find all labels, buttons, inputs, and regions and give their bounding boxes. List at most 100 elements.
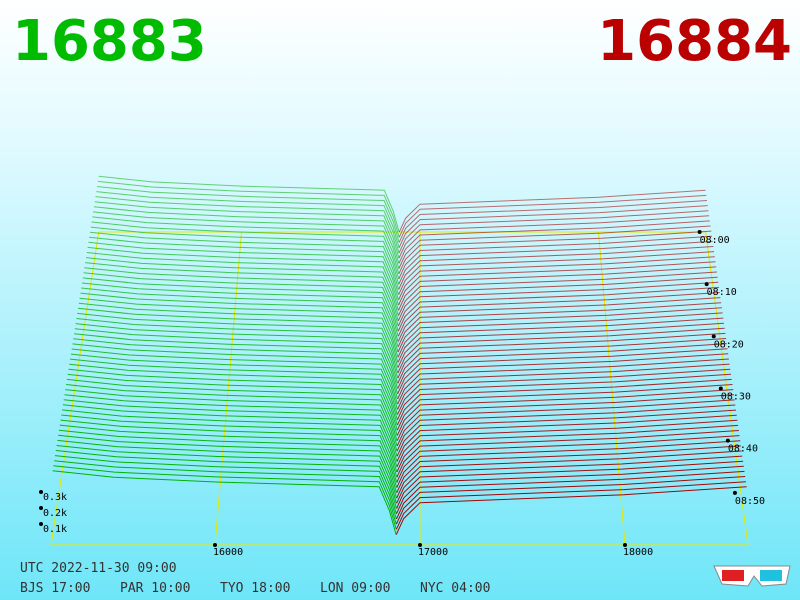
ask-depth-line <box>398 220 710 264</box>
utc-time: UTC 2022-11-30 09:00 <box>20 561 177 576</box>
tick-mark <box>725 438 730 443</box>
bid-depth-line <box>52 470 397 535</box>
ask-depth-line <box>397 292 720 337</box>
ask-depth-line <box>396 394 734 441</box>
ask-depth-line <box>396 424 739 473</box>
timezone-label: PAR 10:00 <box>120 581 190 596</box>
tick-mark <box>39 522 43 526</box>
bid-depth-line <box>77 307 399 368</box>
grid-line <box>214 231 242 546</box>
ask-depth-line <box>398 266 717 311</box>
bid-depth-line <box>85 262 399 321</box>
ask-depth-line <box>398 210 709 254</box>
bid-depth-line <box>93 211 400 269</box>
bid-depth-line <box>53 465 397 530</box>
bid-price: 16883 <box>12 9 207 74</box>
bid-depth-line <box>68 368 398 431</box>
tick-mark <box>732 490 737 495</box>
volume-tick-label: 0.1k <box>43 524 67 535</box>
bid-depth-line <box>76 318 399 379</box>
price-tick-label: 18000 <box>623 547 653 558</box>
ask-depth-line <box>398 225 711 269</box>
bid-depth-line <box>67 373 398 436</box>
ask-depth-line <box>397 353 729 400</box>
ask-depth-line <box>396 378 732 426</box>
bid-depth-line <box>78 302 399 363</box>
ask-depth-line <box>398 189 706 233</box>
ask-depth-line <box>397 332 726 379</box>
bid-depth-line <box>82 277 399 337</box>
ask-depth-line <box>398 235 713 280</box>
ask-depth-line <box>398 271 717 316</box>
ask-depth-line <box>397 281 719 327</box>
bid-depth-line <box>81 287 399 347</box>
tick-mark <box>623 543 627 547</box>
tick-mark <box>418 543 422 547</box>
ask-depth-line <box>397 338 727 384</box>
bid-depth-line <box>63 399 398 462</box>
tick-mark <box>213 543 217 547</box>
bid-depth-line <box>71 348 398 410</box>
bid-depth-line <box>85 257 399 316</box>
ask-depth-line <box>397 312 723 358</box>
timezone-label: LON 09:00 <box>320 581 390 596</box>
bid-depth-line <box>57 439 397 504</box>
bid-depth-line <box>86 252 399 311</box>
bid-depth-line <box>83 272 399 332</box>
ask-depth-line <box>396 409 737 457</box>
time-tick-label: 08:50 <box>735 496 765 507</box>
bid-depth-line <box>89 231 399 290</box>
bid-depth-line <box>91 221 400 280</box>
bid-depth-line <box>58 434 397 499</box>
ask-depth-line <box>396 440 741 488</box>
bid-depth-line <box>70 358 398 420</box>
tick-mark <box>697 230 702 234</box>
ask-depth-line <box>396 445 741 494</box>
tick-mark <box>718 386 723 391</box>
ask-depth-line <box>397 327 725 374</box>
bid-depth-line <box>59 424 398 488</box>
timezone-label: TYO 18:00 <box>220 581 290 596</box>
ask-depth-line <box>397 368 731 415</box>
time-tick-label: 08:10 <box>707 287 737 298</box>
bid-depth-line <box>95 196 400 254</box>
time-tick-label: 08:40 <box>728 444 758 455</box>
bid-depth-line <box>81 282 399 342</box>
ask-depth-line <box>396 404 736 452</box>
ask-depth-line <box>397 348 728 394</box>
time-tick-label: 08:00 <box>700 235 730 246</box>
ask-depth-line <box>397 297 721 342</box>
bid-depth-line <box>56 445 397 509</box>
bid-depth-line <box>94 201 400 259</box>
bid-depth-line <box>54 455 397 520</box>
ask-depth-line <box>397 302 722 348</box>
ask-depth-line <box>397 317 724 363</box>
bid-depth-line <box>96 191 400 248</box>
bid-depth-line <box>75 323 399 384</box>
bid-depth-line <box>65 389 398 452</box>
tick-mark <box>39 490 43 494</box>
ask-depth-line <box>397 307 722 353</box>
bid-depth-line <box>55 450 397 514</box>
ask-depth-line <box>396 430 739 478</box>
ask-depth-line <box>396 435 740 483</box>
ask-depth-line <box>397 322 725 368</box>
ask-depth-line <box>398 215 710 259</box>
price-tick-label: 16000 <box>213 547 243 558</box>
bid-depth-line <box>80 292 399 353</box>
ask-depth-line <box>395 476 746 525</box>
volume-tick-label: 0.3k <box>43 492 67 503</box>
ask-depth-line <box>398 230 712 274</box>
bid-depth-line <box>66 384 398 447</box>
bid-depth-line <box>74 333 398 394</box>
ask-depth-line <box>396 389 734 436</box>
frame-edge <box>705 231 749 546</box>
bid-depth-line <box>64 394 398 457</box>
ask-depth-line <box>396 450 742 499</box>
tick-mark <box>39 506 43 510</box>
ask-depth-line <box>397 343 727 389</box>
bid-depth-line <box>58 429 397 493</box>
bid-depth-line <box>60 419 398 483</box>
